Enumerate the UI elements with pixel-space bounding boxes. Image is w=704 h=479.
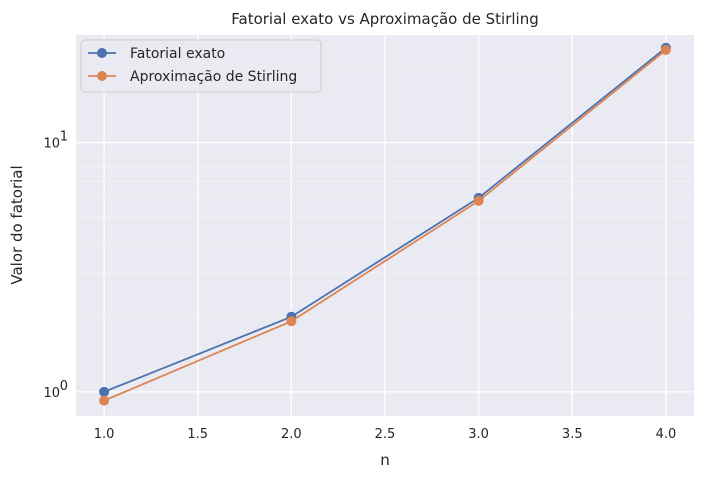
series-line-1 [103,47,667,393]
legend: Fatorial exato Aproximação de Stirling [80,39,322,93]
series-2-point [473,195,484,206]
x-tick-label: 4.0 [656,427,677,442]
legend-box [80,39,322,93]
y-tick-exponent: 0 [60,379,68,394]
series-2-point [286,316,297,327]
series-line-2 [103,49,667,402]
legend-label: Aproximação de Stirling [130,69,297,85]
series-1-point [99,386,110,397]
series-group [99,42,671,406]
x-tick-label: 1.0 [94,427,115,442]
x-tick-label: 3.5 [562,427,583,442]
series-2-point [99,395,110,406]
y-tick-label: 10 [43,386,60,401]
x-tick-label: 2.5 [375,427,396,442]
x-axis-ticks: 1.0 1.5 2.0 2.5 3.0 3.5 4.0 [94,427,677,442]
legend-marker [97,48,107,58]
legend-marker [97,71,107,81]
chart-title: Fatorial exato vs Aproximação de Stirlin… [231,10,538,28]
x-tick-label: 2.0 [281,427,302,442]
y-tick-exponent: 1 [60,130,68,145]
x-tick-label: 3.0 [468,427,489,442]
x-axis-title: n [380,451,390,469]
y-tick-label: 10 [43,137,60,152]
y-axis-title: Valor do fatorial [8,165,26,284]
series-2-point [660,45,671,56]
x-tick-label: 1.5 [187,427,208,442]
legend-label: Fatorial exato [130,46,225,62]
